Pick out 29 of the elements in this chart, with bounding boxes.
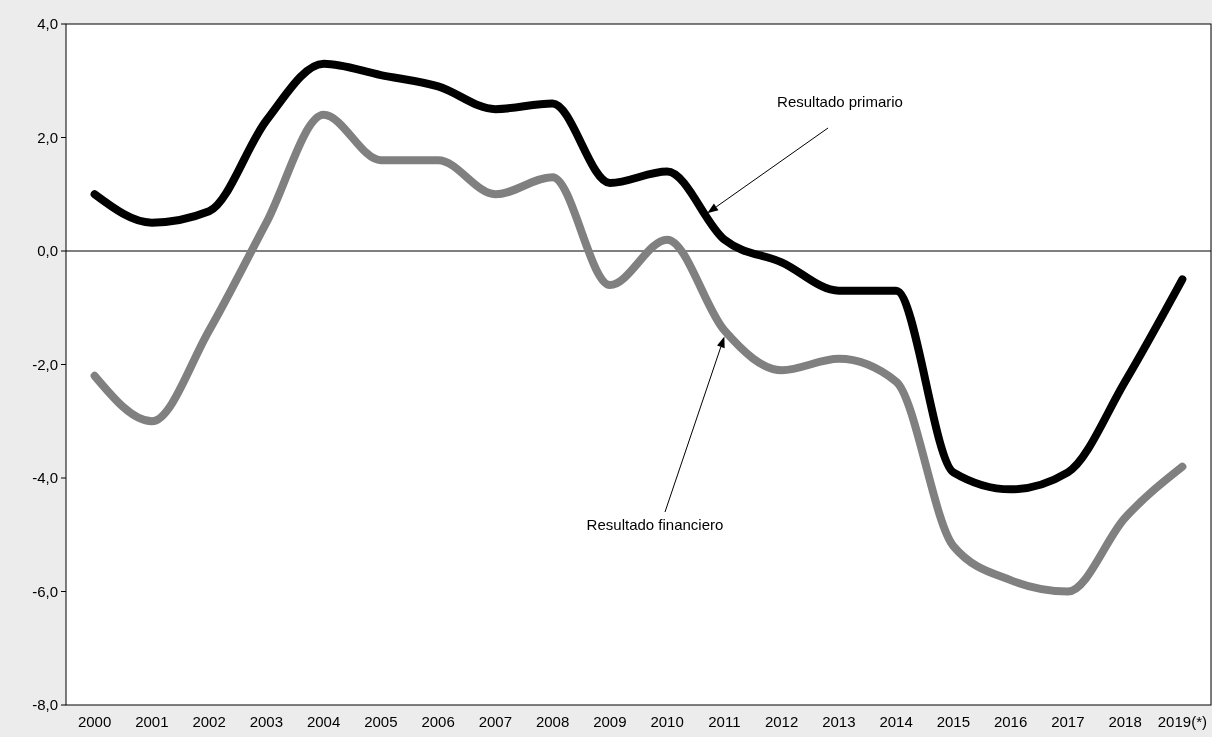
x-tick-label: 2005 — [364, 713, 398, 730]
x-tick-label: 2014 — [879, 713, 913, 730]
x-tick-label: 2015 — [936, 713, 971, 730]
x-tick-label: 2011 — [708, 713, 741, 730]
x-tick-label: 2002 — [192, 713, 226, 730]
x-tick-label: 2001 — [135, 713, 169, 730]
annotation: Resultado primario — [777, 93, 903, 110]
x-tick-label: 2007 — [478, 713, 513, 730]
y-tick-label: 0,0 — [37, 242, 58, 260]
x-tick-label: 2019(*) — [1157, 713, 1207, 730]
y-tick-label: 2,0 — [37, 128, 58, 146]
x-tick-label: 2010 — [650, 713, 684, 730]
y-tick-label: -6,0 — [32, 582, 58, 600]
x-tick-label: 2004 — [306, 713, 341, 730]
x-tick-label: 2017 — [1051, 713, 1085, 730]
x-tick-label: 2009 — [593, 713, 627, 730]
x-tick-label: 2016 — [993, 713, 1028, 730]
x-tick-label: 2000 — [77, 713, 112, 730]
x-tick-label: 2006 — [421, 713, 455, 730]
x-tick-label: 2003 — [249, 713, 284, 730]
annotation: Resultado financiero — [586, 516, 724, 533]
x-tick-label: 2018 — [1108, 713, 1142, 730]
y-tick-label: -2,0 — [32, 355, 58, 373]
x-tick-label: 2012 — [764, 713, 799, 730]
x-tick-label: 2008 — [535, 713, 570, 730]
y-tick-label: -8,0 — [32, 696, 58, 714]
y-tick-label: 4,0 — [37, 15, 58, 33]
x-tick-label: 2013 — [822, 713, 856, 730]
y-tick-label: -4,0 — [32, 469, 58, 487]
